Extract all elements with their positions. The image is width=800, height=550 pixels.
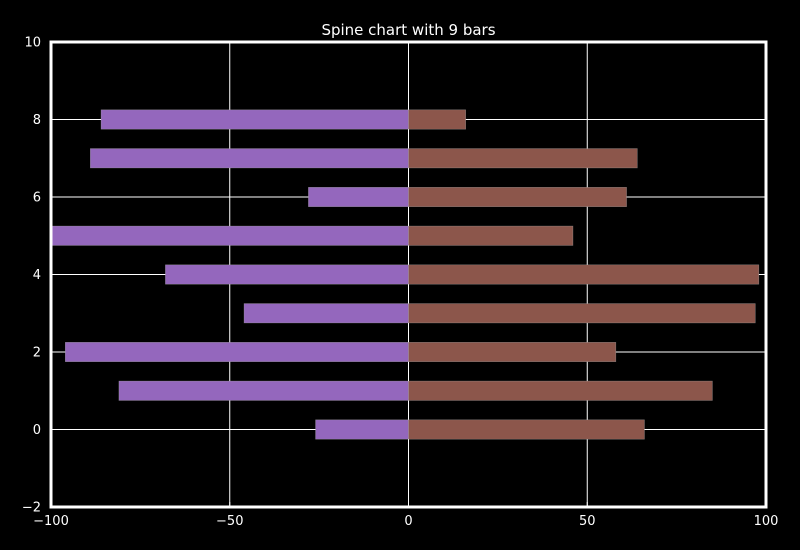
x-tick-label: −50 bbox=[216, 514, 243, 529]
right-bar-0 bbox=[408, 419, 645, 440]
bars bbox=[50, 109, 760, 440]
left-bar-5 bbox=[50, 225, 409, 246]
right-bar-7 bbox=[408, 148, 638, 169]
right-bar-4 bbox=[408, 264, 760, 285]
x-tick-label: 50 bbox=[579, 514, 596, 529]
y-tick-label: 6 bbox=[33, 191, 41, 206]
y-tick-label: 8 bbox=[33, 113, 41, 128]
y-tick-label: 10 bbox=[24, 36, 41, 51]
left-bar-6 bbox=[308, 187, 409, 207]
right-bar-8 bbox=[408, 109, 466, 130]
left-bar-7 bbox=[90, 148, 409, 169]
y-tick-label: −2 bbox=[22, 501, 41, 516]
y-tick-label: 0 bbox=[33, 423, 41, 438]
chart-title: Spine chart with 9 bars bbox=[321, 21, 495, 39]
right-bar-6 bbox=[408, 187, 627, 207]
left-bar-0 bbox=[315, 419, 409, 440]
right-bar-3 bbox=[408, 303, 756, 324]
left-bar-8 bbox=[100, 109, 409, 130]
left-bar-3 bbox=[243, 303, 409, 324]
right-bar-1 bbox=[408, 380, 713, 401]
right-bar-5 bbox=[408, 225, 574, 246]
y-axis-ticks: −2 0 2 4 6 8 10 bbox=[22, 36, 56, 516]
left-bar-2 bbox=[65, 342, 409, 362]
x-axis-ticks: −100 −50 0 50 100 bbox=[33, 502, 778, 529]
left-bar-4 bbox=[165, 264, 409, 285]
x-tick-label: 0 bbox=[404, 514, 412, 529]
x-tick-label: −100 bbox=[33, 514, 69, 529]
left-bar-1 bbox=[118, 380, 409, 401]
y-tick-label: 4 bbox=[33, 268, 41, 283]
y-tick-label: 2 bbox=[33, 346, 41, 361]
x-tick-label: 100 bbox=[754, 514, 779, 529]
right-bar-2 bbox=[408, 342, 617, 362]
